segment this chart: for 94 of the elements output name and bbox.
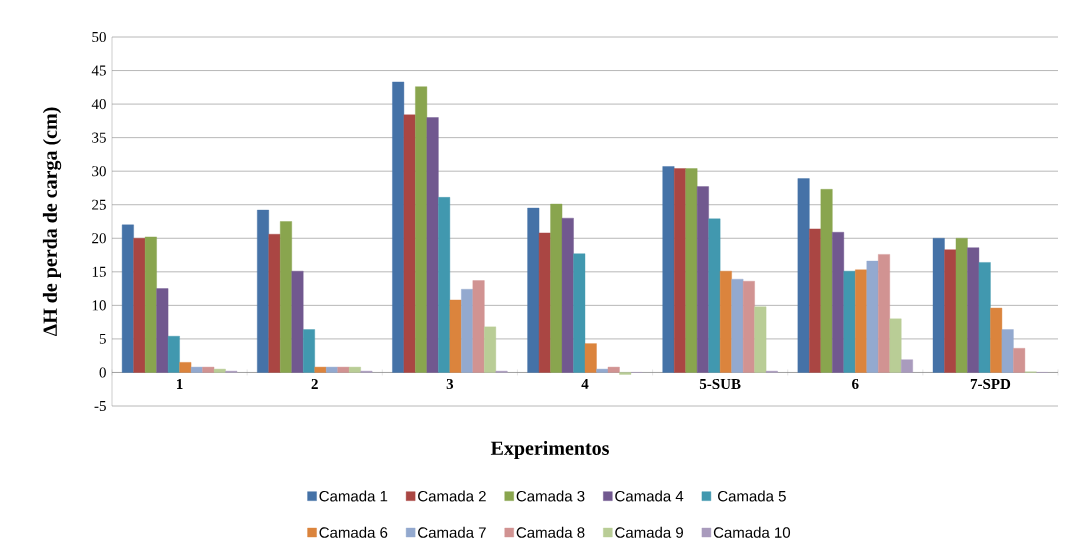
bar — [538, 232, 551, 373]
bar — [967, 247, 980, 373]
y-tick-label: 10 — [92, 300, 106, 311]
x-tick-label: 4 — [581, 378, 589, 389]
bar — [190, 366, 203, 373]
x-tick-label: 5-SUB — [699, 378, 741, 390]
bar — [561, 217, 574, 373]
bar — [685, 168, 698, 373]
bar — [348, 366, 361, 373]
bar — [932, 238, 945, 373]
y-tick-label: -5 — [94, 401, 106, 411]
legend-label: Camada 10 — [713, 526, 791, 538]
bar — [573, 253, 586, 373]
bar — [415, 86, 428, 373]
bar — [291, 270, 304, 373]
y-tick-label: 30 — [92, 166, 106, 177]
bar — [156, 288, 169, 373]
y-tick-label: 45 — [91, 65, 106, 76]
legend-label: Camada 8 — [516, 526, 585, 538]
bar — [268, 234, 281, 373]
legend-label: Camada 2 — [418, 490, 486, 502]
bar — [472, 280, 485, 373]
bar — [662, 166, 675, 373]
bar — [901, 359, 913, 373]
bar — [121, 224, 134, 373]
bar — [484, 326, 497, 373]
bar — [1001, 329, 1014, 373]
bar — [619, 372, 632, 375]
x-tick-label: 7-SPD — [970, 378, 1011, 390]
x-tick-label: 1 — [177, 378, 183, 389]
bar — [133, 238, 146, 373]
bar — [438, 197, 451, 373]
bar — [392, 81, 405, 373]
legend-label: Camada 7 — [418, 526, 486, 538]
bar — [742, 281, 755, 373]
bar — [708, 218, 721, 373]
legend-label: Camada 9 — [615, 526, 683, 538]
bar — [843, 270, 856, 373]
bar — [820, 189, 833, 373]
bar — [550, 203, 563, 373]
bar — [167, 336, 180, 373]
bar — [696, 186, 709, 373]
y-axis-title: ΔH de perda de carga (cm) — [42, 107, 62, 337]
x-axis-title: Experimentos — [490, 440, 609, 460]
bar — [944, 249, 957, 373]
bar — [326, 366, 338, 373]
bar — [866, 260, 879, 373]
bar — [878, 254, 890, 373]
bar — [144, 236, 157, 373]
bar — [978, 262, 991, 373]
bar — [607, 366, 620, 373]
y-tick-label: 25 — [92, 199, 106, 210]
bar — [426, 117, 439, 373]
bar — [314, 366, 327, 373]
legend-label: Camada 6 — [319, 526, 388, 538]
bar — [303, 329, 315, 373]
y-tick-label: 50 — [92, 31, 106, 43]
bar — [797, 178, 810, 373]
bar — [403, 114, 416, 373]
bar — [461, 289, 474, 373]
bar — [990, 307, 1003, 373]
x-tick-label: 3 — [446, 378, 454, 390]
y-tick-label: 35 — [92, 132, 106, 143]
bar — [449, 299, 462, 373]
legend-label: Camada 1 — [319, 490, 388, 502]
y-tick-label: 5 — [99, 333, 106, 344]
bar — [674, 168, 686, 373]
bar — [213, 368, 226, 373]
bar — [280, 221, 292, 373]
legend-label: Camada 3 — [516, 490, 585, 502]
bar — [257, 209, 269, 373]
bar — [584, 343, 597, 373]
bar — [719, 270, 732, 373]
bar — [527, 207, 540, 373]
y-tick-label: 40 — [91, 99, 106, 110]
x-tick-label: 2 — [311, 378, 318, 389]
bar — [955, 238, 968, 373]
bar — [809, 228, 822, 373]
x-tick-label: 6 — [852, 378, 859, 390]
bar — [202, 366, 215, 373]
bar — [1013, 348, 1026, 373]
y-tick-label: 0 — [99, 367, 106, 378]
legend-label: Camada 4 — [615, 490, 684, 502]
legend-label: Camada 5 — [718, 490, 786, 502]
bar — [832, 232, 844, 373]
bar — [731, 279, 744, 373]
bar — [337, 366, 350, 373]
bar — [754, 306, 767, 373]
y-tick-label: 20 — [92, 233, 106, 244]
bar — [179, 362, 192, 373]
bar — [855, 269, 867, 373]
y-tick-label: 15 — [92, 266, 106, 277]
bar — [596, 368, 609, 373]
bar — [889, 318, 902, 373]
